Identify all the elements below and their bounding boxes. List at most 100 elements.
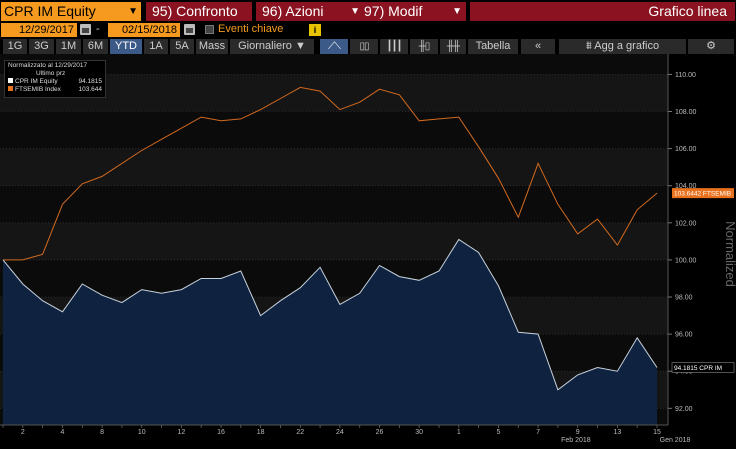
modif-label: Modif: [388, 3, 423, 19]
azioni-button[interactable]: 96) Azioni ▼: [256, 2, 364, 21]
x-tick-label: 7: [536, 429, 540, 436]
x-tick-label: 2: [21, 429, 25, 436]
calendar-icon[interactable]: [184, 24, 195, 35]
chevron-down-icon[interactable]: ▼: [350, 6, 360, 17]
calendar-icon[interactable]: [80, 24, 91, 35]
events-checkbox[interactable]: [205, 25, 214, 34]
toolbar: 1G 3G 1M 6M YTD 1A 5A Mass Giornaliero ▼…: [0, 39, 736, 54]
y-tick-label: 104.00: [675, 183, 697, 190]
plot-band: [0, 74, 668, 112]
page-title: Grafico linea: [470, 2, 735, 21]
period-1a[interactable]: 1A: [144, 39, 168, 54]
last-value-tag-text: 103.6442 FTSEMIB: [674, 191, 731, 198]
plot-band: [0, 222, 668, 260]
modif-button[interactable]: 97) Modif ▼: [358, 2, 466, 21]
y-axis: 92.0094.0096.0098.00100.00102.00104.0010…: [667, 54, 697, 425]
x-tick-label: 13: [613, 429, 621, 436]
period-1g[interactable]: 1G: [3, 39, 27, 54]
cpr-series-line: [2, 238, 658, 391]
legend-title: Normalizzato al 12/29/2017: [8, 62, 88, 69]
legend-item-ftse: FTSEMIB Index 103.644: [8, 86, 102, 94]
add-to-chart-button[interactable]: ⩩ Agg a grafico: [559, 39, 686, 54]
info-icon[interactable]: i: [309, 24, 321, 36]
period-5a[interactable]: 5A: [170, 39, 194, 54]
x-month-label: Gen 2018: [660, 437, 691, 444]
x-tick-label: 15: [653, 429, 661, 436]
line-chart[interactable]: 92.0094.0096.0098.00100.00102.00104.0010…: [0, 54, 736, 449]
ohlc-icon[interactable]: ╫▯: [410, 39, 438, 54]
y-tick-label: 106.00: [675, 146, 697, 153]
back-button[interactable]: «: [521, 39, 555, 54]
ftse-series-line: [3, 86, 658, 261]
legend-name-cpr: CPR IM Equity: [15, 78, 58, 85]
x-tick-label: 8: [100, 429, 104, 436]
add-chart-icon: ⩩: [585, 40, 592, 52]
cpr-area: [3, 239, 657, 425]
gear-icon[interactable]: ⚙: [688, 39, 734, 54]
y-tick-label: 92.00: [675, 406, 693, 413]
x-tick-label: 30: [415, 429, 423, 436]
period-3g[interactable]: 3G: [29, 39, 54, 54]
chevron-down-icon[interactable]: ▼: [128, 6, 138, 17]
frequency-label: Giornaliero: [238, 40, 292, 52]
x-tick-label: 10: [138, 429, 146, 436]
start-date-field[interactable]: 12/29/2017: [1, 23, 77, 37]
last-value-tags: 103.6442 FTSEMIB 94.1815 CPR IM: [671, 188, 735, 373]
end-date-field[interactable]: 02/15/2018: [108, 23, 180, 37]
legend-value-ftse: 103.644: [78, 86, 103, 93]
legend-swatch-ftse: [8, 86, 13, 91]
chevron-down-icon[interactable]: ▼: [452, 6, 462, 17]
date-separator: -: [96, 23, 100, 35]
confronto-num: 95): [152, 3, 173, 19]
y-axis-label: Normalized: [723, 221, 736, 287]
x-tick-label: 18: [257, 429, 265, 436]
line-chart-icon[interactable]: ⟋⟍: [320, 39, 348, 54]
x-tick-label: 22: [296, 429, 304, 436]
x-tick-label: 4: [61, 429, 65, 436]
legend-value-cpr: 94.1815: [78, 78, 103, 85]
x-tick-label: 9: [576, 429, 580, 436]
add-to-chart-label: Agg a grafico: [594, 40, 660, 52]
period-6m[interactable]: 6M: [83, 39, 108, 54]
last-value-tag-box: [672, 188, 734, 199]
azioni-num: 96): [262, 3, 283, 19]
x-tick-label: 12: [177, 429, 185, 436]
y-tick-label: 110.00: [675, 72, 696, 79]
events-label: Eventi chiave: [218, 23, 284, 35]
plot-band: [0, 148, 668, 186]
period-ytd[interactable]: YTD: [110, 39, 142, 54]
legend-name-ftse: FTSEMIB Index: [15, 86, 61, 93]
table-button[interactable]: Tabella: [468, 39, 518, 54]
y-tick-label: 98.00: [675, 295, 693, 302]
azioni-label: Azioni: [285, 3, 324, 19]
modif-num: 97): [364, 3, 385, 19]
hlc-icon[interactable]: ╫╫: [440, 39, 466, 54]
confronto-button[interactable]: 95) Confronto: [146, 2, 252, 21]
bar-chart-icon[interactable]: ┃┃┃: [380, 39, 408, 54]
top-bar: CPR IM Equity ▼ 95) Confronto 96) Azioni…: [0, 0, 736, 22]
y-tick-label: 108.00: [675, 109, 697, 116]
period-mass[interactable]: Mass: [196, 39, 228, 54]
y-tick-label: 102.00: [675, 220, 697, 227]
x-tick-label: 26: [376, 429, 384, 436]
last-value-tag-text: 94.1815 CPR IM: [674, 365, 722, 372]
x-tick-label: 1: [457, 429, 461, 436]
date-row: 12/29/2017 - 02/15/2018 Eventi chiave i: [0, 22, 736, 38]
frequency-select[interactable]: Giornaliero ▼: [230, 39, 314, 54]
last-value-tag-box: [671, 362, 735, 373]
x-tick-label: 16: [217, 429, 225, 436]
candlestick-icon[interactable]: ▯▯: [350, 39, 378, 54]
x-tick-label: 5: [497, 429, 501, 436]
y-tick-label: 96.00: [675, 332, 693, 339]
chevron-down-icon: ▼: [294, 40, 306, 52]
period-1m[interactable]: 1M: [56, 39, 81, 54]
y-tick-label: 100.00: [675, 257, 697, 264]
legend-item-cpr: CPR IM Equity 94.1815: [8, 78, 102, 86]
legend-swatch-cpr: [8, 78, 13, 83]
security-label: CPR IM Equity: [4, 3, 96, 19]
security-field[interactable]: CPR IM Equity ▼: [1, 2, 141, 21]
x-month-label: Feb 2018: [561, 437, 591, 444]
legend-subtitle: Ultimo prz: [36, 70, 66, 77]
confronto-label: Confronto: [176, 3, 238, 19]
